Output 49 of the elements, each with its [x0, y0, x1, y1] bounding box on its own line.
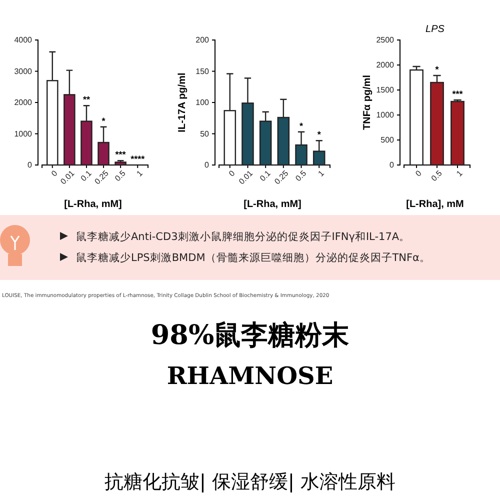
y-tick-label: 0 [204, 160, 210, 170]
text: 鼠李糖减少Anti-CD3刺激小鼠脾细胞分泌的促炎因子IFNγ和IL-17A。 [76, 230, 410, 243]
annotation: * [300, 120, 304, 131]
y-tick-label: 500 [380, 136, 395, 145]
x-axis-title: [L-Rha], mM [406, 199, 464, 210]
y-axis-title: IL-17A pg/ml [177, 72, 188, 132]
y-tick-label: 100 [196, 98, 210, 108]
x-tick-label: 0.5 [113, 168, 128, 184]
x-tick-label: 0.01 [58, 168, 77, 186]
y-tick-label: 50 [200, 129, 210, 138]
annotation: * [435, 64, 440, 74]
text: 抗糖化抗皱| 保湿舒缓| 水溶性原料 [104, 471, 396, 493]
annotation: *** [115, 150, 126, 160]
x-tick-label: 0.25 [92, 168, 111, 186]
chart-title: LPS [426, 24, 445, 35]
y-tick-label: 4000 [14, 36, 33, 45]
annotation: ** [82, 94, 90, 105]
y-tick-label: 2000 [14, 98, 33, 108]
x-tick-label: 0 [50, 168, 60, 178]
x-axis-title: [L-Rha, mM] [244, 199, 302, 210]
annotation: **** [130, 154, 146, 164]
x-tick-label: 0 [227, 168, 238, 178]
y-tick-label: 1000 [14, 129, 33, 138]
x-tick-label: 0.1 [258, 168, 273, 184]
text: 鼠李糖减少LPS刺激BMDM（骨髓来源巨噬细胞）分泌的促炎因子TNFα。 [76, 251, 430, 264]
x-tick-label: 0.01 [237, 168, 255, 186]
x-tick-label: 1 [316, 168, 326, 178]
y-tick-label: 1000 [376, 110, 395, 120]
x-tick-label: 0.1 [79, 168, 94, 184]
y-tick-label: 0 [28, 160, 33, 170]
y-tick-label: 2500 [376, 36, 395, 45]
x-tick-label: 1 [134, 168, 145, 178]
annotation: *** [452, 89, 464, 99]
x-tick-label: 0.5 [430, 168, 444, 184]
annotation: * [317, 130, 322, 140]
text: RHAMNOSE [166, 361, 334, 390]
x-tick-label: 1 [454, 168, 465, 178]
text: 98%鼠李糖粉末 [150, 320, 350, 351]
y-tick-label: 1500 [376, 86, 395, 95]
y-tick-label: 150 [196, 66, 210, 76]
x-axis-title: [L-Rha, mM] [64, 199, 122, 210]
x-tick-label: 0.5 [294, 168, 308, 184]
x-tick-label: 0 [414, 168, 424, 178]
annotation: * [102, 116, 106, 126]
y-axis-title: TNFα pg/ml [362, 74, 373, 130]
y-tick-label: 3000 [14, 66, 33, 76]
y-tick-label: 200 [196, 36, 210, 45]
y-tick-label: 0 [390, 160, 395, 170]
y-tick-label: 2000 [376, 60, 395, 70]
